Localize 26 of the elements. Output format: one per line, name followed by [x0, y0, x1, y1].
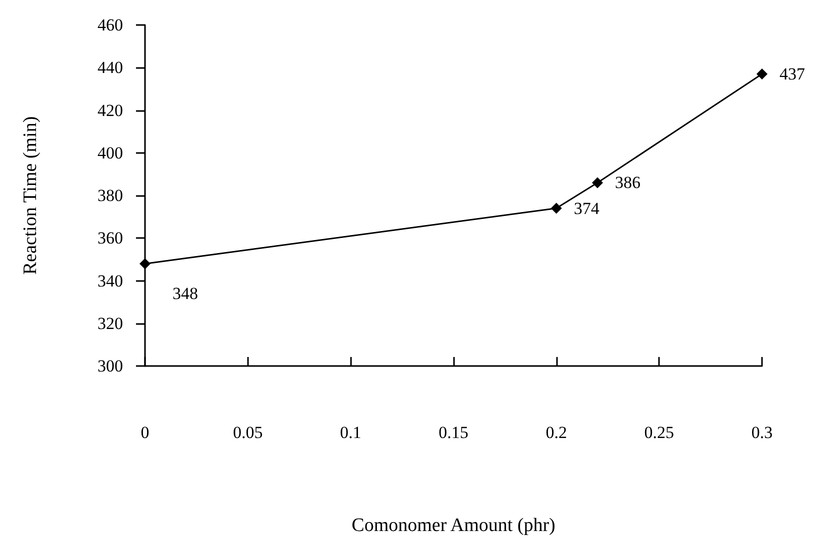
y-tick-label: 420 — [98, 100, 123, 120]
y-tick-label: 300 — [98, 356, 123, 376]
x-tick-label: 0.2 — [546, 423, 567, 442]
x-tick-label: 0.05 — [232, 423, 263, 442]
point — [592, 177, 603, 188]
data-label: 437 — [780, 64, 806, 84]
x-tick-label: 0.15 — [438, 423, 468, 442]
x-axis-title: Comonomer Amount (phr) — [352, 515, 556, 536]
point — [550, 202, 562, 214]
y-tick-label: 380 — [98, 186, 123, 205]
y-tick-label: 360 — [98, 228, 123, 248]
y-tick-label: 460 — [98, 16, 123, 34]
x-tick-label: 0.3 — [751, 423, 773, 442]
x-tick-label: 0.1 — [340, 423, 362, 442]
point — [756, 68, 768, 80]
y-tick-label: 340 — [98, 271, 123, 290]
y-axis-title: Reaction Time (min) — [20, 116, 41, 275]
x-tick-label: 0 — [140, 423, 150, 442]
data-label: 348 — [172, 284, 198, 304]
point — [140, 258, 150, 270]
y-tick-label: 320 — [98, 314, 123, 333]
x-tick-label: 0.25 — [644, 423, 674, 442]
data-label: 386 — [614, 173, 640, 192]
y-tick-label: 440 — [98, 58, 123, 78]
data-label: 374 — [574, 198, 600, 218]
y-tick-label: 400 — [98, 143, 123, 162]
